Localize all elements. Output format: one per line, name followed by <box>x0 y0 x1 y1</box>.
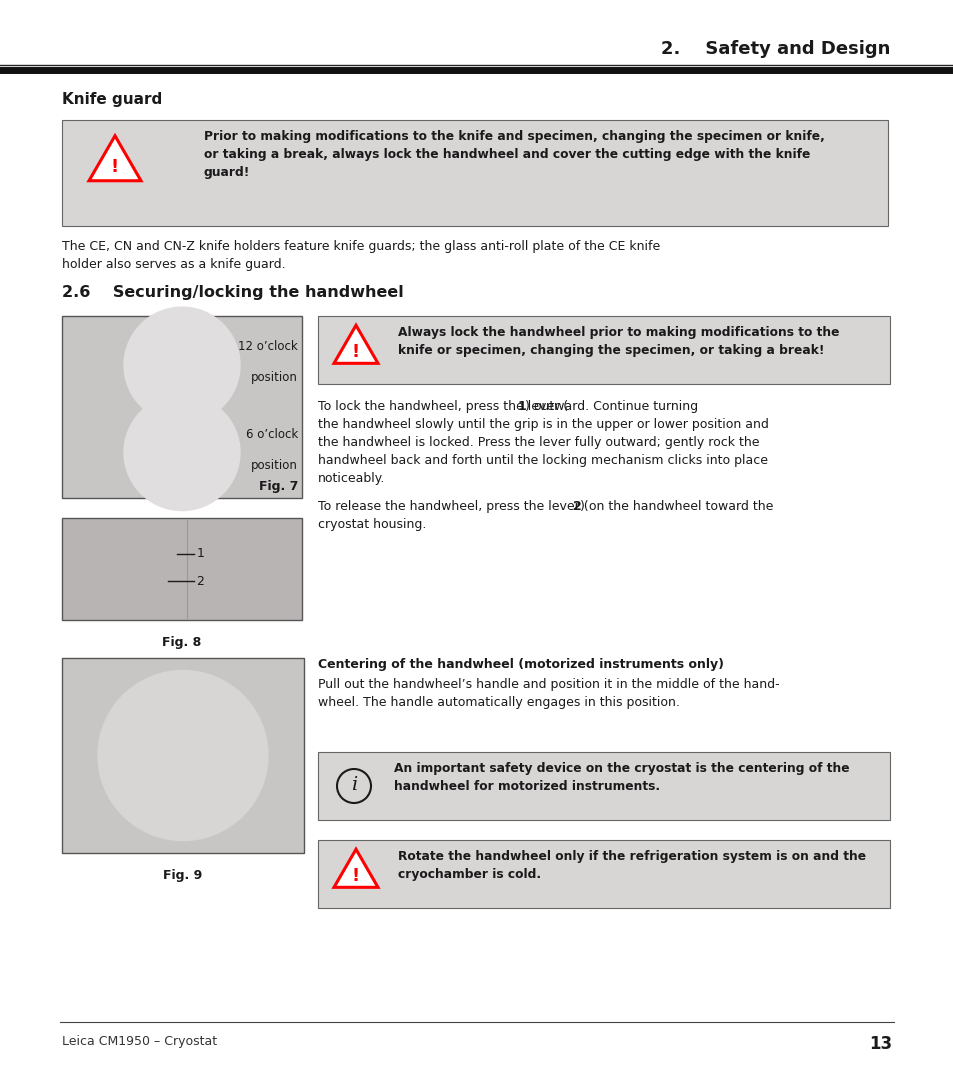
Text: or taking a break, always lock the handwheel and cover the cutting edge with the: or taking a break, always lock the handw… <box>204 148 809 161</box>
Text: holder also serves as a knife guard.: holder also serves as a knife guard. <box>62 258 285 271</box>
Text: Fig. 7: Fig. 7 <box>258 480 297 492</box>
Polygon shape <box>334 849 377 888</box>
Text: 2: 2 <box>196 575 204 588</box>
Text: wheel. The handle automatically engages in this position.: wheel. The handle automatically engages … <box>317 696 679 708</box>
Text: An important safety device on the cryostat is the centering of the: An important safety device on the cryost… <box>394 762 849 775</box>
Text: position: position <box>251 372 297 384</box>
Text: the handwheel is locked. Press the lever fully outward; gently rock the: the handwheel is locked. Press the lever… <box>317 436 759 449</box>
Text: cryochamber is cold.: cryochamber is cold. <box>397 868 540 881</box>
Text: ) on the handwheel toward the: ) on the handwheel toward the <box>579 500 773 513</box>
Text: handwheel for motorized instruments.: handwheel for motorized instruments. <box>394 780 659 793</box>
Text: To lock the handwheel, press the lever (: To lock the handwheel, press the lever ( <box>317 400 568 413</box>
Circle shape <box>98 671 268 840</box>
Text: Fig. 9: Fig. 9 <box>163 869 202 882</box>
Text: 12 o’clock: 12 o’clock <box>238 340 297 353</box>
Text: 2: 2 <box>573 500 581 513</box>
Text: position: position <box>251 459 297 472</box>
Text: i: i <box>351 777 356 794</box>
Polygon shape <box>89 136 141 180</box>
Text: The CE, CN and CN-Z knife holders feature knife guards; the glass anti-roll plat: The CE, CN and CN-Z knife holders featur… <box>62 240 659 253</box>
Text: 1: 1 <box>517 400 526 413</box>
Text: Pull out the handwheel’s handle and position it in the middle of the hand-: Pull out the handwheel’s handle and posi… <box>317 678 779 691</box>
Text: handwheel back and forth until the locking mechanism clicks into place: handwheel back and forth until the locki… <box>317 454 767 467</box>
Text: the handwheel slowly until the grip is in the upper or lower position and: the handwheel slowly until the grip is i… <box>317 418 768 431</box>
Text: To release the handwheel, press the lever (: To release the handwheel, press the leve… <box>317 500 588 513</box>
Text: Prior to making modifications to the knife and specimen, changing the specimen o: Prior to making modifications to the kni… <box>204 130 824 143</box>
Bar <box>317 316 889 384</box>
Bar <box>62 120 887 226</box>
Text: guard!: guard! <box>204 166 250 179</box>
Bar <box>317 752 889 820</box>
Text: Fig. 8: Fig. 8 <box>162 636 201 649</box>
Text: knife or specimen, changing the specimen, or taking a break!: knife or specimen, changing the specimen… <box>397 345 823 357</box>
Text: ) outward. Continue turning: ) outward. Continue turning <box>524 400 698 413</box>
Text: !: ! <box>111 159 119 176</box>
Bar <box>317 840 889 908</box>
Text: Leica CM1950 – Cryostat: Leica CM1950 – Cryostat <box>62 1035 217 1048</box>
Circle shape <box>124 394 240 511</box>
Text: 2.    Safety and Design: 2. Safety and Design <box>659 40 889 58</box>
Text: 2.6    Securing/locking the handwheel: 2.6 Securing/locking the handwheel <box>62 285 403 300</box>
Bar <box>62 658 304 853</box>
Text: 6 o’clock: 6 o’clock <box>246 428 297 441</box>
Text: !: ! <box>352 867 359 885</box>
Polygon shape <box>334 325 377 363</box>
Text: Centering of the handwheel (motorized instruments only): Centering of the handwheel (motorized in… <box>317 658 723 671</box>
Text: cryostat housing.: cryostat housing. <box>317 518 426 531</box>
Text: Knife guard: Knife guard <box>62 92 162 107</box>
Bar <box>62 316 302 498</box>
Text: 13: 13 <box>868 1035 891 1053</box>
Bar <box>62 518 302 620</box>
Text: noticeably.: noticeably. <box>317 472 385 485</box>
Text: Rotate the handwheel only if the refrigeration system is on and the: Rotate the handwheel only if the refrige… <box>397 850 865 863</box>
Text: 1: 1 <box>196 548 204 561</box>
Text: Always lock the handwheel prior to making modifications to the: Always lock the handwheel prior to makin… <box>397 326 839 339</box>
Circle shape <box>124 307 240 423</box>
Text: !: ! <box>352 343 359 361</box>
